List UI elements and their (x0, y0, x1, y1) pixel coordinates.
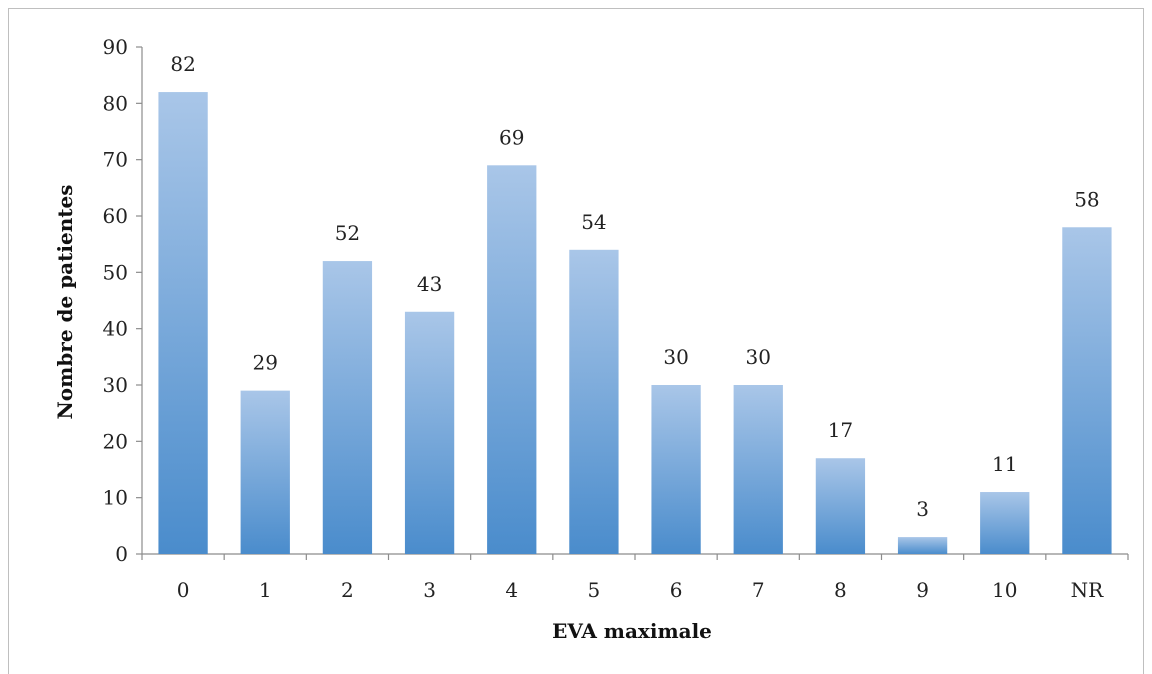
x-axis-title: EVA maximale (552, 619, 712, 643)
x-tick-label-9: 9 (916, 578, 929, 602)
bar-3 (404, 311, 455, 554)
data-label-2: 52 (335, 221, 360, 245)
x-tick-label-6: 6 (670, 578, 683, 602)
bar-6 (651, 385, 701, 554)
bars (158, 92, 1112, 555)
bar-10 (980, 492, 1030, 554)
y-tick-label: 40 (103, 317, 128, 341)
y-tick-label: 20 (103, 429, 128, 453)
y-tick-label: 80 (103, 91, 128, 115)
bar-9 (897, 537, 948, 554)
y-tick-label: 30 (103, 373, 128, 397)
data-label-4: 69 (499, 125, 524, 149)
bar-4 (487, 165, 537, 555)
data-label-8: 17 (828, 418, 853, 442)
data-label-NR: 58 (1074, 187, 1099, 211)
bar-1 (240, 390, 290, 554)
data-label-0: 82 (170, 52, 195, 76)
y-axis-title: Nombre de patientes (53, 185, 77, 420)
y-tick-label: 90 (103, 35, 128, 59)
y-tick-label: 70 (103, 148, 128, 172)
bar-7 (733, 385, 783, 554)
data-label-10: 11 (992, 452, 1017, 476)
bar-8 (815, 458, 866, 554)
tick-labels: 0 10 20 30 40 50 60 70 80 90 0 1 2 3 4 5 6 7 8 9 10 NR (103, 35, 1105, 602)
y-tick-label: 0 (115, 542, 128, 566)
bar-0 (158, 92, 208, 555)
data-labels: 82 29 52 43 69 54 30 30 17 3 11 58 (170, 52, 1099, 521)
x-tick-label-4: 4 (505, 578, 518, 602)
bar-5 (569, 249, 619, 555)
axes (136, 46, 1129, 560)
chart-frame (8, 8, 1144, 674)
data-label-6: 30 (663, 345, 688, 369)
bar-2 (322, 261, 373, 554)
data-label-7: 30 (746, 345, 771, 369)
data-label-3: 43 (417, 272, 442, 296)
x-tick-label-5: 5 (588, 578, 601, 602)
x-tick-label-1: 1 (259, 578, 272, 602)
x-tick-label-3: 3 (423, 578, 436, 602)
x-tick-label-8: 8 (834, 578, 847, 602)
x-tick-label-10: 10 (992, 578, 1017, 602)
x-tick-label-0: 0 (177, 578, 190, 602)
bar-NR (1062, 227, 1112, 554)
y-tick-label: 60 (103, 204, 128, 228)
data-label-5: 54 (581, 210, 606, 234)
x-tick-label-7: 7 (752, 578, 765, 602)
x-tick-label-2: 2 (341, 578, 354, 602)
data-label-9: 3 (916, 497, 929, 521)
data-label-1: 29 (253, 351, 278, 375)
y-tick-label: 50 (103, 260, 128, 284)
y-tick-label: 10 (103, 486, 128, 510)
x-tick-label-NR: NR (1071, 578, 1105, 602)
